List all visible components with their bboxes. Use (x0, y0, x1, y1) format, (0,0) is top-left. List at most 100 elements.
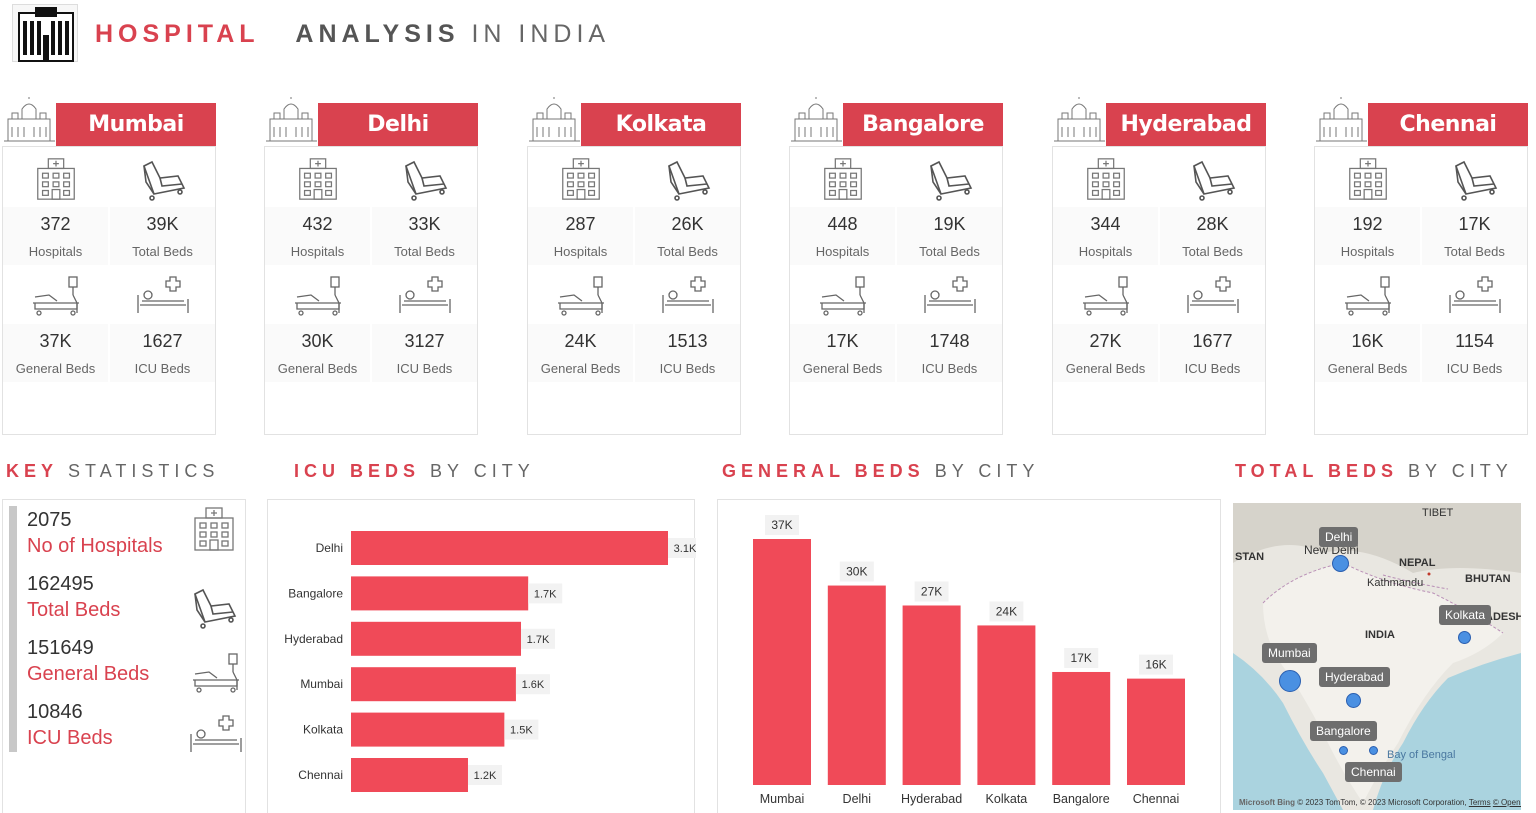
hospital-building-icon (528, 151, 633, 207)
stat-value: 33K (372, 207, 477, 241)
icu-bar (351, 758, 468, 792)
map-bubble-hyderabad[interactable] (1346, 693, 1361, 708)
stat-hospitals: 448 Hospitals (790, 151, 895, 265)
stat-hospitals: 2075 No of Hospitals (27, 508, 163, 560)
stat-label: Hospitals (528, 241, 633, 265)
map-bubble-bangalore[interactable] (1339, 746, 1348, 755)
map-bubble-kolkata[interactable] (1458, 631, 1471, 644)
icu-bed-icon (1422, 268, 1527, 324)
stat-total-beds: 39K Total Beds (110, 151, 215, 265)
map-label-india: INDIA (1365, 629, 1395, 641)
stat-value: 432 (265, 207, 370, 241)
icu-data-label: 1.2K (474, 770, 497, 782)
general-bar (1127, 678, 1185, 785)
general-data-label: 27K (921, 584, 942, 598)
general-bed-icon (1315, 268, 1420, 324)
city-stats-hyderabad: 344 Hospitals 28K Total Beds 27K General Beds… (1052, 146, 1266, 435)
general-bar (827, 585, 886, 785)
stat-general-beds: 27K General Beds (1053, 268, 1158, 382)
city-stats-delhi: 432 Hospitals 33K Total Beds 30K General Beds… (264, 146, 478, 435)
stat-value: 17K (790, 324, 895, 358)
stat-label: General Beds (3, 358, 108, 382)
stat-value: 10846 (27, 701, 83, 723)
stat-value: 39K (110, 207, 215, 241)
map-bubble-mumbai[interactable] (1279, 670, 1301, 692)
stat-icu-beds: 1513 ICU Beds (635, 268, 740, 382)
stat-general-beds: 17K General Beds (790, 268, 895, 382)
icu-category-label: Bangalore (288, 586, 343, 600)
bed-icon (1160, 151, 1265, 207)
stat-general-beds: 16K General Beds (1315, 268, 1420, 382)
stat-label: ICU Beds (110, 358, 215, 382)
map-label-adesh: ADESH (1485, 611, 1521, 623)
stat-label: Hospitals (1053, 241, 1158, 265)
stat-icu-beds: 1154 ICU Beds (1422, 268, 1527, 382)
stat-value: 287 (528, 207, 633, 241)
mumbai-landmark-icon (2, 97, 57, 143)
map-city-hyderabad[interactable]: Hyderabad (1319, 667, 1390, 687)
map-label-tibet: TIBET (1422, 507, 1454, 519)
stat-label: No of Hospitals (27, 535, 163, 557)
stat-label: ICU Beds (897, 358, 1002, 382)
hospital-building-icon (1315, 151, 1420, 207)
general-beds-chart: 37K Mumbai 30K Delhi 27K Hyderabad 24K Kolkata 1… (753, 515, 1185, 806)
stat-label: ICU Beds (635, 358, 740, 382)
bed-icon (372, 151, 477, 207)
map-label-kathmandu: Kathmandu (1367, 577, 1424, 589)
map-city-mumbai[interactable]: Mumbai (1262, 643, 1317, 663)
city-name-kolkata: Kolkata (581, 103, 741, 146)
general-data-label-bg (1139, 654, 1173, 675)
icu-beds-chart-panel: Delhi 3.1K Bangalore 1.7K Hyderabad 1.7K Mumba… (267, 499, 702, 813)
city-name-chennai: Chennai (1368, 103, 1528, 146)
stat-label: Total Beds (897, 241, 1002, 265)
bed-icon (635, 151, 740, 207)
hospital-building-icon (790, 151, 895, 207)
map-city-bangalore[interactable]: Bangalore (1310, 721, 1377, 741)
stat-label: Total Beds (372, 241, 477, 265)
icu-category-label: Delhi (316, 541, 343, 555)
stat-value: 17K (1422, 207, 1527, 241)
map-city-delhi[interactable]: Delhi (1319, 527, 1359, 547)
icu-bed-icon (635, 268, 740, 324)
hyderabad-landmark-icon (1052, 97, 1107, 143)
general-data-label: 37K (771, 518, 792, 532)
city-name-bangalore: Bangalore (843, 103, 1003, 146)
city-stats-kolkata: 287 Hospitals 26K Total Beds 24K General Beds… (527, 146, 741, 435)
stat-label: ICU Beds (1160, 358, 1265, 382)
general-bed-icon (790, 268, 895, 324)
map-bubble-chennai[interactable] (1369, 746, 1378, 755)
map-osm-link[interactable]: © OpenStreetMap (1492, 798, 1521, 807)
general-category-label: Bangalore (1053, 792, 1110, 806)
general-bed-icon (1053, 268, 1158, 324)
city-card-chennai: Chennai 192 Hospitals 17K Total Beds 16K Gener… (1314, 95, 1528, 435)
general-category-label: Hyderabad (901, 792, 962, 806)
city-stats-chennai: 192 Hospitals 17K Total Beds 16K General Beds… (1314, 146, 1528, 435)
stat-value: 28K (1160, 207, 1265, 241)
city-card-kolkata: Kolkata 287 Hospitals 26K Total Beds 24K Gener… (527, 95, 741, 435)
icu-data-label: 1.7K (527, 634, 550, 646)
map-label-bay-of-bengal: Bay of Bengal (1387, 749, 1456, 761)
general-beds-title: GENERAL BEDS BY CITY (722, 461, 1040, 481)
icu-bar (351, 712, 505, 747)
key-statistics-bar (9, 506, 17, 752)
city-stats-mumbai: 372 Hospitals 39K Total Beds 37K General Beds… (2, 146, 216, 435)
map-bubble-delhi[interactable] (1332, 555, 1349, 572)
stat-hospitals: 192 Hospitals (1315, 151, 1420, 265)
title-in-india: IN INDIA (471, 20, 611, 48)
stat-general-beds: 151649 General Beds (27, 636, 149, 688)
stat-label: Hospitals (1315, 241, 1420, 265)
map-terms-link[interactable]: Terms (1468, 798, 1491, 807)
general-data-label-bg (839, 561, 874, 582)
map-city-chennai[interactable]: Chennai (1345, 762, 1402, 782)
icu-category-label: Hyderabad (284, 632, 343, 646)
stat-total-beds: 162495 Total Beds (27, 572, 120, 624)
map-city-kolkata[interactable]: Kolkata (1439, 605, 1492, 625)
general-bed-icon (528, 268, 633, 324)
general-bed-icon (3, 268, 108, 324)
total-beds-map[interactable]: TIBET STAN NEPAL Kathmandu BHUTAN INDIA … (1233, 503, 1521, 810)
general-data-label: 17K (1071, 651, 1092, 665)
stat-value: 1748 (897, 324, 1002, 358)
stat-value: 19K (897, 207, 1002, 241)
city-name-hyderabad: Hyderabad (1106, 103, 1266, 146)
city-card-hyderabad: Hyderabad 344 Hospitals 28K Total Beds 27K Gen… (1052, 95, 1266, 435)
